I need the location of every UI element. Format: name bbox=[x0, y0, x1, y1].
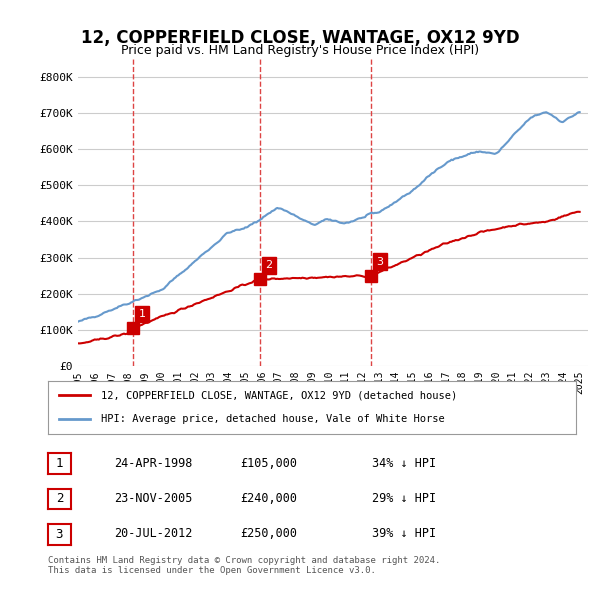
Text: 24-APR-1998: 24-APR-1998 bbox=[114, 457, 193, 470]
Text: £240,000: £240,000 bbox=[240, 492, 297, 505]
Text: 1: 1 bbox=[139, 309, 145, 319]
Text: 34% ↓ HPI: 34% ↓ HPI bbox=[372, 457, 436, 470]
Text: 23-NOV-2005: 23-NOV-2005 bbox=[114, 492, 193, 505]
Text: 39% ↓ HPI: 39% ↓ HPI bbox=[372, 527, 436, 540]
Text: HPI: Average price, detached house, Vale of White Horse: HPI: Average price, detached house, Vale… bbox=[101, 414, 445, 424]
Text: 2: 2 bbox=[56, 492, 63, 506]
Text: £250,000: £250,000 bbox=[240, 527, 297, 540]
Text: £105,000: £105,000 bbox=[240, 457, 297, 470]
Text: 20-JUL-2012: 20-JUL-2012 bbox=[114, 527, 193, 540]
Text: 2: 2 bbox=[265, 260, 272, 270]
Text: Contains HM Land Registry data © Crown copyright and database right 2024.
This d: Contains HM Land Registry data © Crown c… bbox=[48, 556, 440, 575]
Text: 1: 1 bbox=[56, 457, 63, 470]
Text: 29% ↓ HPI: 29% ↓ HPI bbox=[372, 492, 436, 505]
Text: 12, COPPERFIELD CLOSE, WANTAGE, OX12 9YD (detached house): 12, COPPERFIELD CLOSE, WANTAGE, OX12 9YD… bbox=[101, 391, 457, 401]
Text: Price paid vs. HM Land Registry's House Price Index (HPI): Price paid vs. HM Land Registry's House … bbox=[121, 44, 479, 57]
Text: 3: 3 bbox=[376, 257, 383, 267]
Text: 3: 3 bbox=[56, 527, 63, 541]
Text: 12, COPPERFIELD CLOSE, WANTAGE, OX12 9YD: 12, COPPERFIELD CLOSE, WANTAGE, OX12 9YD bbox=[80, 30, 520, 47]
